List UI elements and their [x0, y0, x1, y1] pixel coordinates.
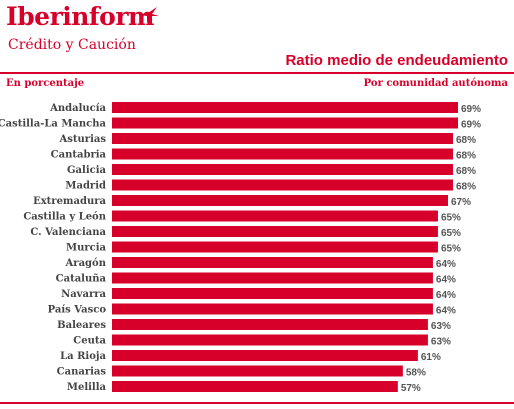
category-label: Madrid — [65, 181, 106, 192]
value-label: 69% — [461, 104, 481, 115]
value-label: 67% — [451, 197, 471, 208]
category-label: Navarra — [61, 289, 106, 300]
category-label: Ceuta — [73, 336, 106, 347]
value-label: 68% — [456, 182, 476, 193]
category-label: Cantabria — [51, 150, 107, 161]
category-label: Canarias — [57, 367, 107, 378]
brand-logo-wordmark: Iberinform — [6, 2, 154, 31]
bar — [112, 334, 428, 346]
bar — [112, 164, 453, 175]
brand-tagline: Crédito y Caución — [8, 37, 136, 53]
value-label: 65% — [441, 213, 461, 224]
bar — [112, 226, 438, 237]
value-label: 68% — [456, 166, 476, 177]
category-label: Cataluña — [56, 274, 107, 285]
category-label: C. Valenciana — [30, 227, 106, 238]
bird-logo-icon — [139, 7, 159, 23]
bar — [112, 102, 458, 113]
category-label: Andalucía — [49, 103, 106, 114]
bar — [112, 117, 458, 129]
bar — [112, 303, 433, 315]
bar — [112, 148, 453, 160]
category-label: Melilla — [67, 382, 107, 393]
bar — [112, 365, 403, 377]
value-label: 58% — [406, 368, 426, 379]
category-label: Castilla y León — [23, 212, 106, 223]
value-label: 63% — [431, 321, 451, 332]
value-label: 64% — [436, 275, 456, 286]
bar — [112, 257, 433, 268]
top-divider — [0, 72, 514, 74]
value-label: 68% — [456, 135, 476, 146]
value-label: 61% — [421, 352, 441, 363]
chart-title: Ratio medio de endeudamiento — [285, 52, 508, 69]
category-label: Murcia — [66, 243, 106, 254]
value-label: 64% — [436, 290, 456, 301]
value-label: 63% — [431, 337, 451, 348]
category-label: Aragón — [65, 258, 107, 269]
bar — [112, 288, 433, 299]
category-label: Castilla-La Mancha — [0, 119, 107, 130]
category-label: Galicia — [67, 165, 107, 176]
category-label: Baleares — [57, 320, 106, 331]
bottom-divider — [0, 402, 514, 404]
value-label: 65% — [441, 244, 461, 255]
bar — [112, 319, 428, 330]
value-label: 64% — [436, 259, 456, 270]
bar — [112, 195, 448, 206]
bar — [112, 272, 433, 284]
value-label: 57% — [401, 383, 421, 394]
bar — [112, 179, 453, 191]
category-label: Extremadura — [33, 196, 106, 207]
bar — [112, 133, 453, 144]
category-label: La Rioja — [60, 351, 106, 362]
category-label: Asturias — [59, 134, 107, 145]
axis-label: En porcentaje — [6, 78, 85, 89]
value-label: 64% — [436, 306, 456, 317]
bar — [112, 381, 398, 392]
bar — [112, 210, 438, 222]
chart-subtitle: Por comunidad autónoma — [363, 78, 508, 89]
bar — [112, 350, 418, 361]
value-label: 69% — [461, 120, 481, 131]
value-label: 68% — [456, 151, 476, 162]
value-label: 65% — [441, 228, 461, 239]
bar — [112, 241, 438, 253]
category-label: País Vasco — [48, 305, 107, 316]
